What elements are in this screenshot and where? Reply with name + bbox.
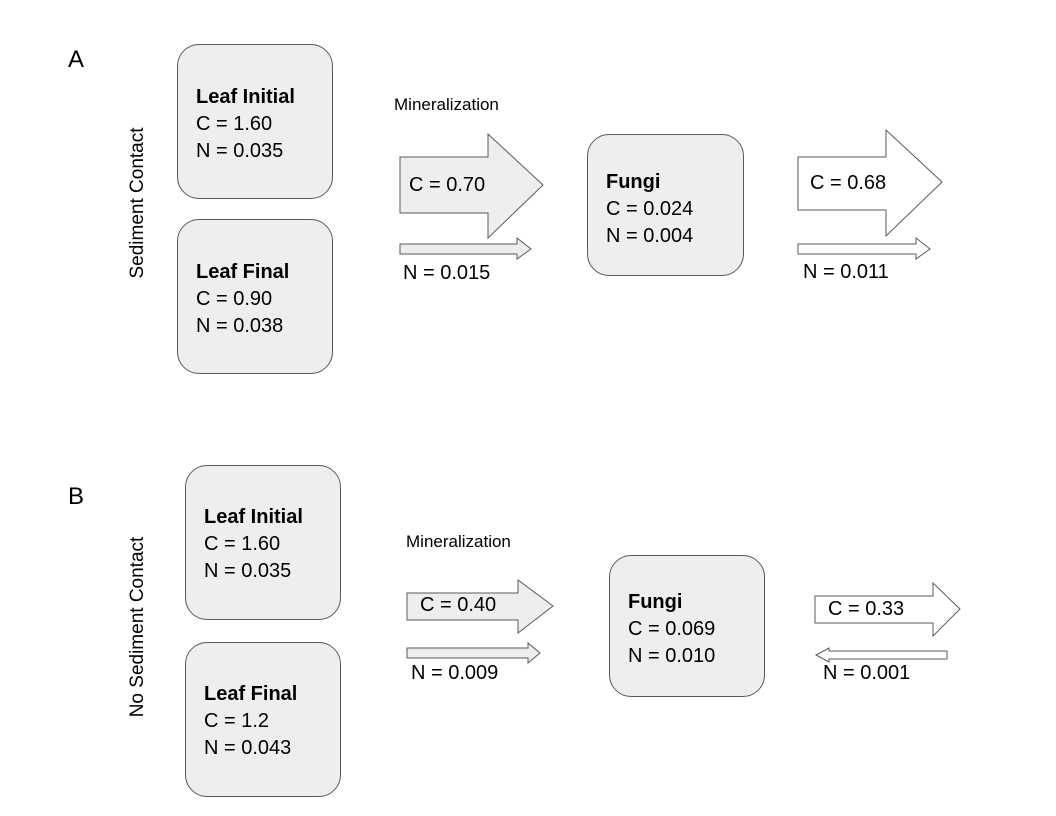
nitrogen-to-fungi-label-a: N = 0.015 xyxy=(403,262,491,284)
nitrogen-from-fungi-label-a: N = 0.011 xyxy=(803,261,889,283)
leaf-initial-title: Leaf Initial xyxy=(196,86,295,108)
leaf-final-nitrogen: N = 0.038 xyxy=(196,315,284,337)
leaf-initial-title: Leaf Initial xyxy=(204,506,303,528)
fungi-box-a: Fungi C = 0.024 N = 0.004 xyxy=(587,134,744,276)
nitrogen-reverse-label-b: N = 0.001 xyxy=(823,662,911,684)
leaf-final-title: Leaf Final xyxy=(204,683,298,705)
carbon-arrow-to-fungi-a xyxy=(399,132,544,240)
fungi-carbon: C = 0.024 xyxy=(606,198,694,220)
leaf-initial-nitrogen: N = 0.035 xyxy=(196,140,284,162)
leaf-initial-box-a: Leaf Initial C = 1.60 N = 0.035 xyxy=(177,44,333,199)
nitrogen-arrow-to-fungi-reverse-b xyxy=(814,647,948,663)
leaf-final-carbon: C = 1.2 xyxy=(204,710,270,732)
nitrogen-arrow-from-fungi-a xyxy=(797,236,931,260)
leaf-final-nitrogen: N = 0.043 xyxy=(204,737,292,759)
carbon-arrow-to-fungi-b xyxy=(406,579,554,635)
nitrogen-arrow-to-fungi-a xyxy=(399,236,532,260)
leaf-final-box-b: Leaf Final C = 1.2 N = 0.043 xyxy=(185,642,341,797)
side-label-a: Sediment Contact xyxy=(127,127,148,279)
leaf-final-box-a: Leaf Final C = 0.90 N = 0.038 xyxy=(177,219,333,374)
panel-letter-b: B xyxy=(68,483,85,510)
carbon-to-fungi-label-b: C = 0.40 xyxy=(420,594,497,616)
mineralization-label-b: Mineralization xyxy=(406,532,511,551)
carbon-from-fungi-label-b: C = 0.33 xyxy=(828,598,905,620)
panel-letter-a: A xyxy=(68,46,85,73)
fungi-carbon: C = 0.069 xyxy=(628,618,716,640)
fungi-nitrogen: N = 0.004 xyxy=(606,225,694,247)
fungi-nitrogen: N = 0.010 xyxy=(628,645,716,667)
leaf-initial-nitrogen: N = 0.035 xyxy=(204,560,292,582)
fungi-title: Fungi xyxy=(628,591,683,613)
carbon-to-fungi-label-a: C = 0.70 xyxy=(409,174,486,196)
fungi-box-b: Fungi C = 0.069 N = 0.010 xyxy=(609,555,765,697)
carbon-arrow-from-fungi-a xyxy=(797,128,943,238)
leaf-final-title: Leaf Final xyxy=(196,261,290,283)
mineralization-label-a: Mineralization xyxy=(394,95,499,114)
leaf-initial-carbon: C = 1.60 xyxy=(196,113,273,135)
leaf-initial-box-b: Leaf Initial C = 1.60 N = 0.035 xyxy=(185,465,341,620)
nitrogen-to-fungi-label-b: N = 0.009 xyxy=(411,662,499,684)
carbon-from-fungi-label-a: C = 0.68 xyxy=(810,172,887,194)
nitrogen-arrow-to-fungi-b xyxy=(406,641,541,665)
fungi-title: Fungi xyxy=(606,171,661,193)
side-label-b: No Sediment Contact xyxy=(127,536,148,718)
leaf-final-carbon: C = 0.90 xyxy=(196,288,273,310)
leaf-initial-carbon: C = 1.60 xyxy=(204,533,281,555)
carbon-arrow-from-fungi-b xyxy=(814,581,961,638)
